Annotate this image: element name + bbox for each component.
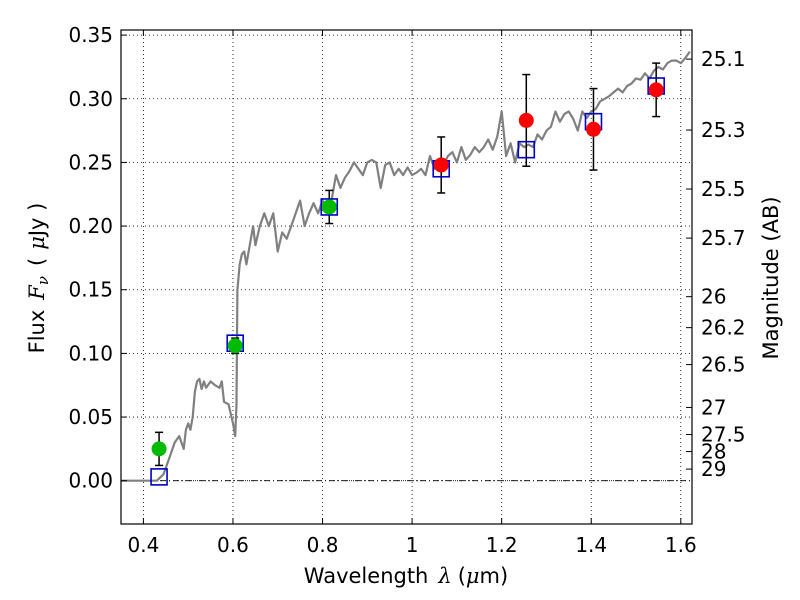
y2-tick-label: 26.2 [701,316,746,340]
x-tick-label: 1.4 [575,533,607,557]
green-data-point [227,338,243,354]
spectrum-line [121,50,691,482]
x-tick-label: 1.6 [665,533,697,557]
y-axis-label: FluxFν(μJy ) [25,203,52,354]
green-data-point [321,199,337,215]
y2-tick-label: 25.3 [701,118,746,142]
y-tick-labels: 0.00 0.05 0.10 0.15 0.20 0.25 0.30 0.35 [68,23,113,493]
model-photometry-box [320,198,339,216]
plot-frame [120,29,693,525]
y2-tick-label: 29 [701,457,726,481]
y2-tick-label: 27.5 [701,422,746,446]
x-tick-label: 1.2 [486,533,518,557]
x-tick-labels: 0.4 0.6 0.8 1 1.2 1.4 1.6 [127,533,696,557]
x-tick-label: 0.6 [217,533,249,557]
model-photometry-box [517,140,536,159]
red-data-point [585,121,601,137]
red-data-point [433,157,449,173]
x-axis-label: Wavelength λ (μm) [304,564,508,588]
y2-tick-label: 26 [701,285,726,309]
green-data-point [151,441,167,457]
y-tick-label: 0.35 [68,23,113,47]
y-tick-label: 0.20 [68,214,113,238]
y-tick-label: 0.15 [68,278,113,302]
y2-tick-label: 27 [701,395,726,419]
axis-ticks [121,30,692,524]
y-tick-label: 0.25 [68,150,113,174]
y2-axis-label: Magnitude (AB) [759,196,783,359]
y2-tick-label: 25.1 [701,47,746,71]
y2-tick-label: 25.5 [701,177,746,201]
red-data-point [648,82,664,98]
y2-tick-label: 26.5 [701,353,746,377]
y-tick-label: 0.00 [68,469,113,493]
y2-tick-label: 25.7 [701,226,746,250]
model-spectrum [121,50,691,482]
x-tick-label: 0.8 [307,533,339,557]
y-tick-label: 0.05 [68,405,113,429]
x-tick-label: 1 [406,533,419,557]
y2-tick-label: 28 [701,440,726,464]
red-data-point [518,112,534,128]
y-tick-label: 0.30 [68,87,113,111]
data-points [150,77,665,486]
y-tick-label: 0.10 [68,341,113,365]
model-photometry-box [150,468,168,486]
x-tick-label: 0.4 [127,533,159,557]
